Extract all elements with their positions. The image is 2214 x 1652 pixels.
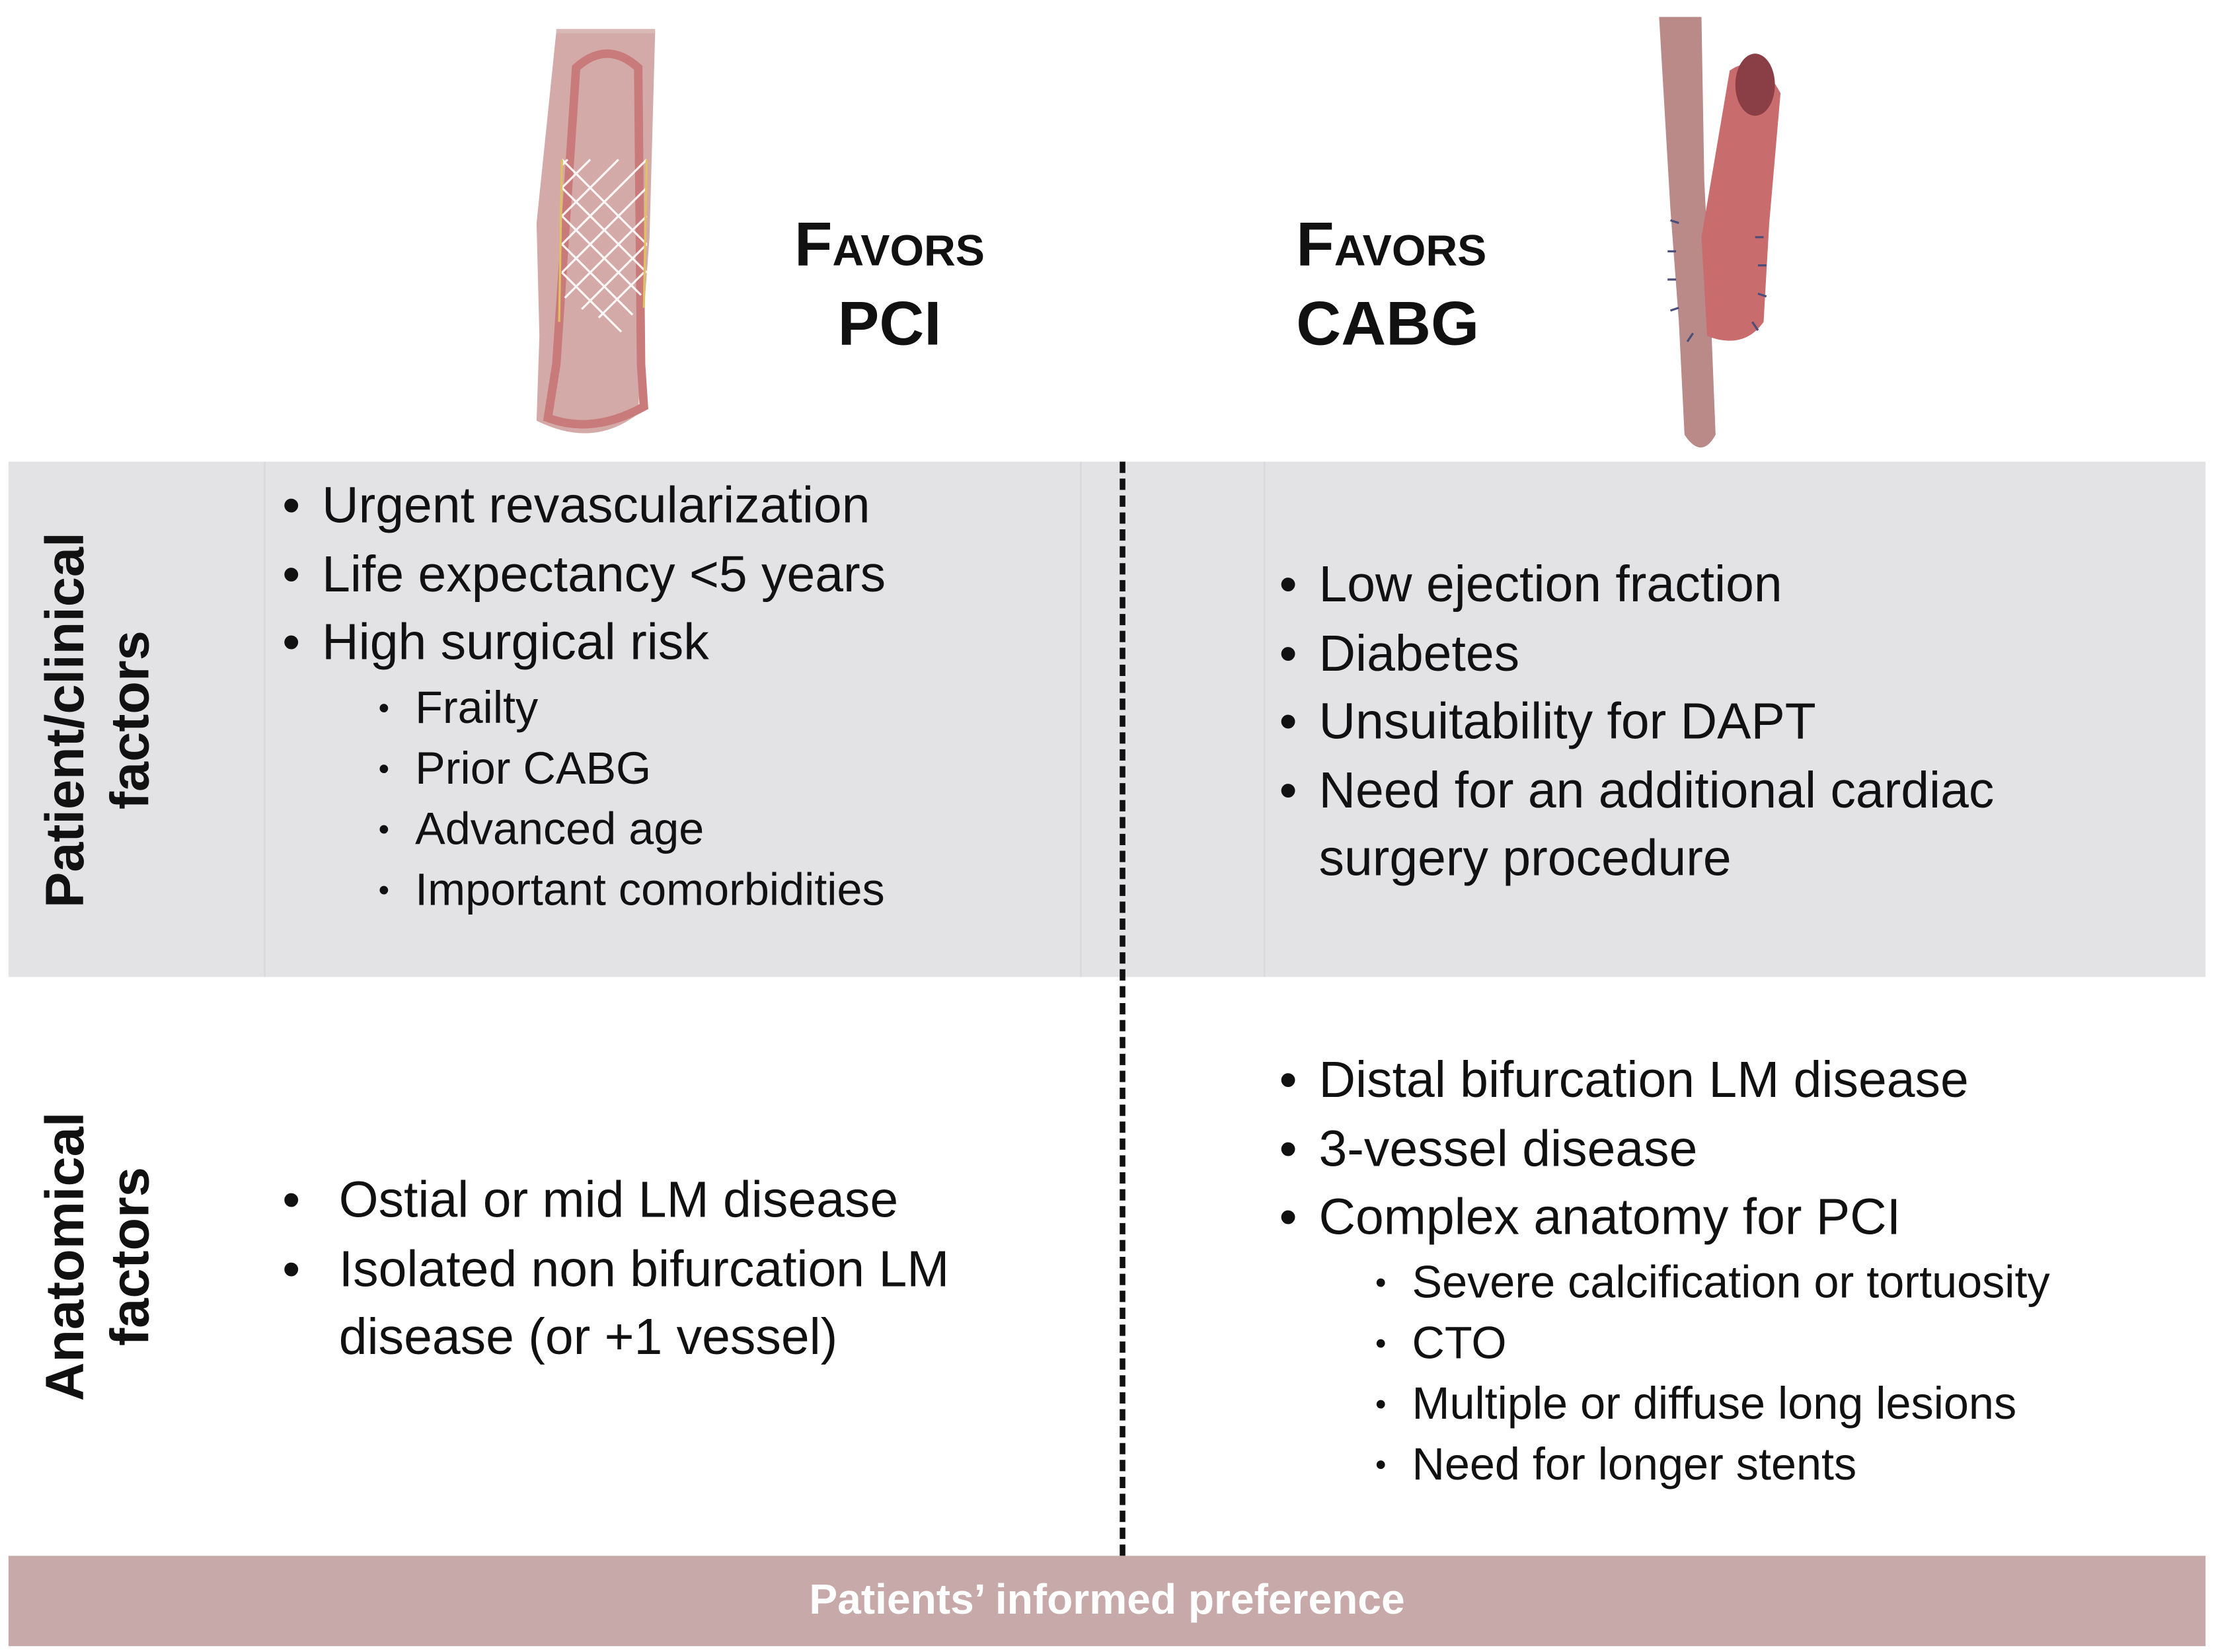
- list-item: Isolated non bifurcation LM: [282, 1234, 949, 1303]
- list-item: Need for longer stents: [1279, 1434, 2050, 1495]
- list-item: Multiple or diffuse long lesions: [1279, 1373, 2050, 1434]
- list-item: Important comorbidities: [282, 859, 886, 920]
- heading-line: CABG: [1296, 289, 1480, 359]
- stent-vessel-icon: [536, 28, 656, 433]
- pci-clinical-list: Urgent revascularizationLife expectancy …: [282, 472, 886, 920]
- list-item: Ostial or mid LM disease: [282, 1166, 949, 1235]
- list-item: Advanced age: [282, 798, 886, 859]
- list-item: Severe calcification or tortuosity: [1279, 1252, 2050, 1312]
- row-label-line: factors: [101, 1167, 161, 1346]
- divider: [1264, 461, 1266, 977]
- row-label-line: factors: [101, 630, 161, 809]
- list-item: Distal bifurcation LM disease: [1279, 1046, 2050, 1115]
- divider: [1080, 461, 1082, 977]
- heading-line: PCI: [837, 289, 942, 359]
- divider: [264, 461, 266, 977]
- row-label-line: Patient/clinical: [36, 532, 96, 908]
- cabg-clinical-list: Low ejection fractionDiabetesUnsuitabili…: [1279, 550, 1995, 893]
- bypass-graft-icon: [1659, 17, 1781, 448]
- list-item: Unsuitability for DAPT: [1279, 687, 1995, 756]
- cabg-anatomical-list: Distal bifurcation LM disease3-vessel di…: [1279, 1046, 2050, 1494]
- heading-line: Favors: [1296, 210, 1487, 280]
- list-item: Low ejection fraction: [1279, 550, 1995, 619]
- row-label-patient-clinical: Patient/clinical factors: [34, 508, 164, 932]
- list-item: Diabetes: [1279, 619, 1995, 688]
- list-item: Frailty: [282, 677, 886, 737]
- favors-cabg-heading: Favors CABG: [1296, 206, 1550, 364]
- list-item: High surgical risk: [282, 609, 886, 677]
- heading-line: Favors: [794, 210, 985, 280]
- row-label-anatomical: Anatomical factors: [34, 1045, 164, 1468]
- pci-anatomical-list: Ostial or mid LM diseaseIsolated non bif…: [282, 1166, 949, 1372]
- list-item: Prior CABG: [282, 737, 886, 798]
- favors-pci-heading: Favors PCI: [763, 206, 1017, 364]
- row-label-line: Anatomical: [36, 1111, 96, 1402]
- list-item: Need for an additional cardiac: [1279, 756, 1995, 825]
- list-item: Life expectancy <5 years: [282, 540, 886, 609]
- list-item: Complex anatomy for PCI: [1279, 1183, 2050, 1252]
- list-item: CTO: [1279, 1312, 2050, 1373]
- column-divider-dashed: [1120, 461, 1126, 1556]
- list-item: 3-vessel disease: [1279, 1115, 2050, 1183]
- list-item: Urgent revascularization: [282, 472, 886, 541]
- patients-preference-bar: Patients’ informed preference: [8, 1556, 2206, 1647]
- list-item: surgery procedure: [1318, 829, 1732, 887]
- list-item: disease (or +1 vessel): [338, 1307, 838, 1365]
